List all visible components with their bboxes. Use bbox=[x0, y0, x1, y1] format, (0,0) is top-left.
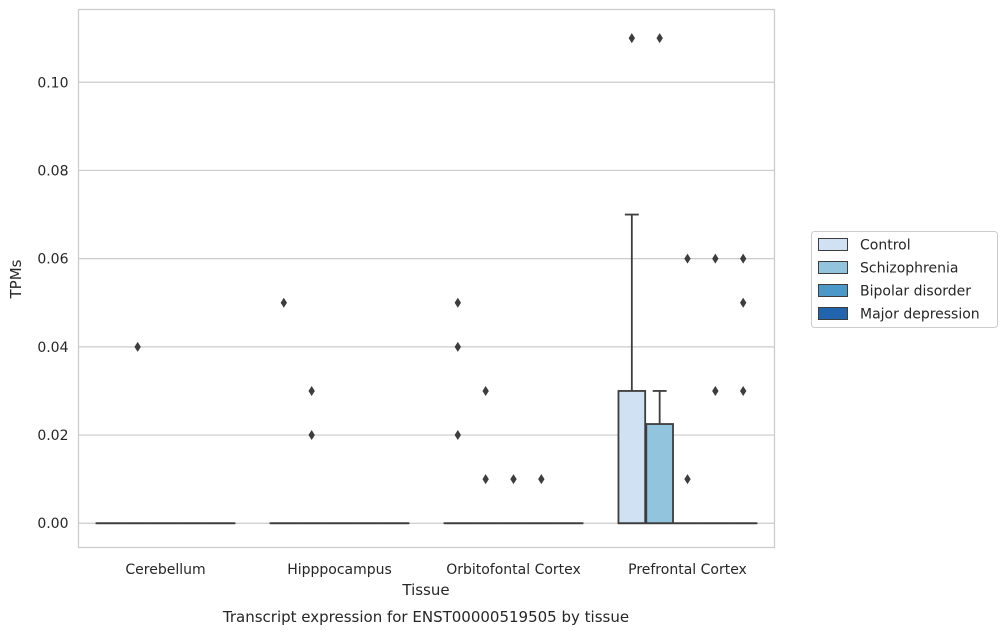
box-group bbox=[527, 474, 556, 525]
box-group bbox=[123, 341, 152, 525]
outlier-point bbox=[308, 385, 315, 396]
outlier-point bbox=[454, 430, 462, 441]
outlier-point bbox=[134, 341, 141, 352]
y-tick-label: 0.02 bbox=[37, 428, 68, 444]
outlier-point bbox=[684, 253, 691, 264]
box-group bbox=[728, 253, 758, 525]
legend-frame bbox=[811, 231, 998, 328]
outlier-point bbox=[510, 474, 517, 485]
box-group bbox=[499, 474, 528, 525]
box bbox=[645, 423, 674, 525]
y-tick-label: 0.04 bbox=[37, 340, 68, 356]
x-axis-label: Tissue bbox=[401, 581, 449, 599]
box-group bbox=[471, 385, 500, 525]
legend-swatch bbox=[818, 284, 848, 297]
outlier-point bbox=[739, 253, 747, 264]
y-tick-label: 0.06 bbox=[37, 252, 68, 268]
box-group bbox=[297, 385, 326, 525]
y-tick-label: 0.00 bbox=[37, 516, 68, 532]
box-group bbox=[701, 253, 730, 525]
y-tick-label: 0.08 bbox=[37, 163, 68, 179]
outlier-point bbox=[628, 33, 636, 44]
legend-label: Major depression bbox=[860, 307, 980, 323]
box-marks bbox=[95, 33, 758, 525]
x-tick-label: Prefrontal Cortex bbox=[628, 562, 747, 578]
outlier-point bbox=[739, 385, 747, 396]
outlier-point bbox=[656, 33, 663, 44]
outlier-point bbox=[712, 253, 719, 264]
y-axis-label: TPMs bbox=[7, 259, 25, 299]
legend: Control Schizophrenia Bipolar disorder Majo… bbox=[811, 231, 998, 328]
box-group bbox=[269, 297, 299, 525]
outlier-point bbox=[684, 474, 691, 485]
y-axis-ticks: 0.00 0.02 0.04 0.06 0.08 0.10 bbox=[37, 75, 68, 532]
outlier-point bbox=[482, 474, 489, 485]
box-group bbox=[443, 297, 473, 525]
outlier-point bbox=[482, 385, 489, 396]
x-tick-label: Orbitofontal Cortex bbox=[446, 562, 581, 578]
outlier-point bbox=[308, 430, 315, 441]
y-tick-label: 0.10 bbox=[37, 75, 68, 91]
box-group bbox=[673, 253, 702, 525]
legend-swatch bbox=[818, 307, 848, 320]
x-axis-ticks: Cerebellum Hipppocampus Orbitofontal Corte… bbox=[125, 562, 746, 578]
figure-caption: Transcript expression for ENST0000051950… bbox=[222, 608, 629, 626]
legend-items: Control Schizophrenia Bipolar disorder Majo… bbox=[818, 238, 980, 323]
x-tick-label: Hipppocampus bbox=[287, 562, 392, 578]
outlier-point bbox=[454, 297, 462, 308]
legend-swatch bbox=[818, 261, 848, 274]
outlier-point bbox=[538, 474, 545, 485]
legend-label: Schizophrenia bbox=[860, 261, 958, 277]
outlier-point bbox=[454, 341, 462, 352]
box-group bbox=[617, 33, 647, 525]
box bbox=[617, 390, 647, 525]
legend-label: Bipolar disorder bbox=[860, 284, 971, 300]
outlier-point bbox=[739, 297, 747, 308]
outlier-point bbox=[280, 297, 288, 308]
plot-area bbox=[77, 8, 776, 549]
legend-swatch bbox=[818, 238, 848, 251]
x-tick-label: Cerebellum bbox=[125, 562, 205, 578]
legend-label: Control bbox=[860, 238, 911, 254]
outlier-point bbox=[712, 385, 719, 396]
box-group bbox=[645, 33, 674, 525]
